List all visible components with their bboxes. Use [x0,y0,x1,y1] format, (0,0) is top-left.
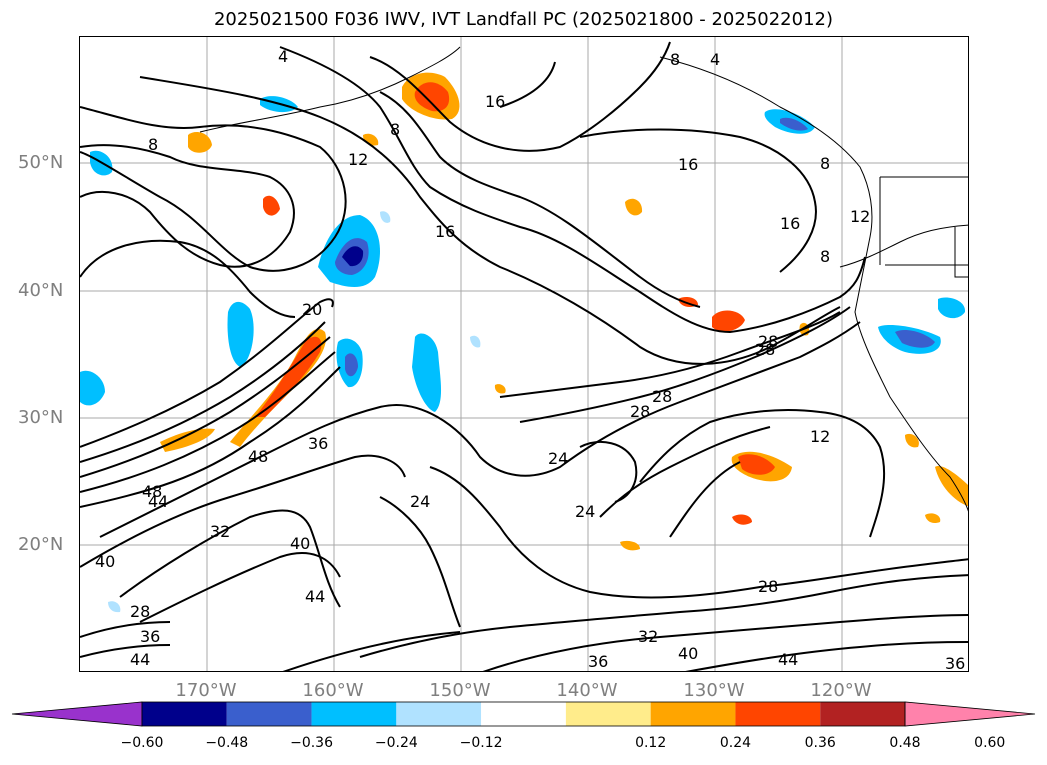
colorbar-segment [142,702,227,726]
contour-label: 36 [140,627,160,646]
colorbar-tick-label: 0.24 [719,735,752,751]
contour-label: 8 [670,50,680,69]
contour-label: 36 [308,434,328,453]
latitude-label: 20°N [18,534,64,555]
contour-label-group: 4 4 8 8 8 8 12 12 12 16 16 16 16 20 24 2… [95,47,965,672]
latitude-label: 50°N [18,152,64,173]
contour-label: 24 [575,502,595,521]
contour-label: 28 [630,402,650,421]
contour-label: 4 [710,50,720,69]
colorbar-segment [820,702,905,726]
contour-label: 8 [820,154,830,173]
contour-label: 20 [302,300,322,319]
contour-label: 40 [95,552,115,571]
map-panel: 4 4 8 8 8 8 12 12 12 16 16 16 16 20 24 2… [79,36,969,672]
colorbar-segment [311,702,397,726]
colorbar [11,701,1036,727]
colorbar-tick-label: −0.48 [205,735,249,751]
contour-label: 44 [305,587,325,606]
colorbar-extend-low [11,701,143,727]
contour-label: 28 [758,332,778,351]
colorbar-segment [396,702,482,726]
contour-label: 12 [348,150,368,169]
contour-label: 44 [778,650,798,669]
colorbar-tick-label: 0.60 [974,735,1006,751]
contour-label: 28 [755,340,775,359]
colorbar-segment [481,702,566,726]
colorbar-tick-label: −0.36 [290,735,333,751]
contour-label: 36 [945,654,965,672]
contour-label: 28 [652,387,672,406]
contour-label: 12 [850,207,870,226]
contour-label: 8 [820,247,830,266]
colorbar-tick-label: 0.48 [889,735,921,751]
contour-label: 16 [435,222,455,241]
colorbar-tick-label: 0.12 [635,735,667,751]
coastlines [199,46,968,512]
contour-label: 28 [130,602,150,621]
latitude-label: 40°N [18,280,64,301]
map-title: 2025021500 F036 IWV, IVT Landfall PC (20… [213,9,834,30]
contour-label: 32 [638,627,658,646]
contour-label: 12 [810,427,830,446]
contour-label: 32 [210,522,230,541]
colorbar-extend-high [904,701,1036,727]
contour-label: 16 [485,92,505,111]
contour-label: 4 [278,47,288,66]
graticule [80,37,968,671]
contour-label: 48 [248,447,268,466]
iwv-contours [80,41,968,671]
latitude-label: 30°N [18,407,64,428]
contour-label: 8 [148,135,158,154]
contour-label: 8 [390,120,400,139]
contour-label: 16 [678,155,698,174]
colorbar-tick-label: −0.60 [120,735,164,751]
colorbar-segment [226,702,312,726]
contour-label: 36 [588,652,608,671]
longitude-label: 160°W [302,680,364,701]
shaded-anomalies [80,72,968,613]
colorbar-segment [650,702,736,726]
colorbar-segment [565,702,651,726]
contour-label: 40 [290,534,310,553]
map-canvas: 4 4 8 8 8 8 12 12 12 16 16 16 16 20 24 2… [80,37,968,672]
contour-label: 16 [780,214,800,233]
colorbar-segment [735,702,821,726]
contour-label: 24 [548,449,568,468]
contour-label: 48 [142,482,162,501]
contour-label: 44 [148,492,168,511]
colorbar-tick-label: −0.24 [374,735,418,751]
colorbar-tick-label: −0.12 [459,735,503,751]
contour-label: 44 [130,650,150,669]
contour-label: 40 [678,644,698,663]
longitude-label: 150°W [429,680,491,701]
colorbar-tick-label: 0.36 [804,735,836,751]
contour-label: 24 [410,492,430,511]
longitude-label: 130°W [683,680,745,701]
longitude-label: 170°W [175,680,237,701]
longitude-label: 120°W [810,680,872,701]
longitude-label: 140°W [556,680,618,701]
colorbar-segments [11,701,1036,727]
contour-label: 28 [758,577,778,596]
colorbar-outline [141,701,906,727]
